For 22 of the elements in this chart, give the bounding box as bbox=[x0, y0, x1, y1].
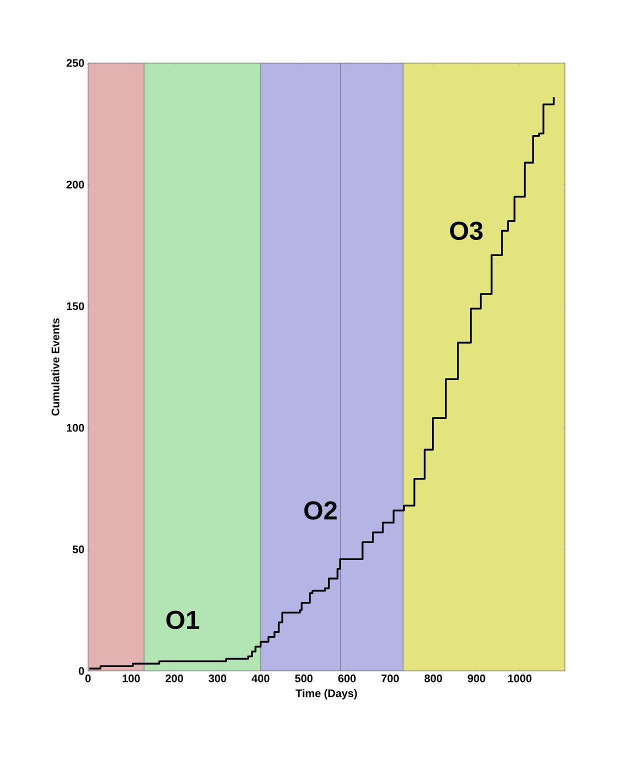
x-tick-label: 300 bbox=[208, 674, 226, 682]
x-axis-title: Time (Days) bbox=[296, 689, 357, 700]
x-tick-label: 700 bbox=[382, 674, 399, 682]
y-tick-label: 100 bbox=[66, 424, 84, 432]
band-label: O2 bbox=[304, 501, 337, 520]
y-tick-label: 250 bbox=[66, 59, 84, 67]
x-tick-label: 0 bbox=[85, 674, 91, 682]
x-tick-label: 900 bbox=[468, 674, 486, 682]
x-tick-label: 600 bbox=[338, 674, 356, 682]
x-tick-label: 400 bbox=[252, 674, 270, 682]
y-tick-label: 50 bbox=[72, 546, 84, 554]
band-label: O1 bbox=[166, 610, 200, 630]
x-tick-label: 500 bbox=[295, 674, 313, 682]
y-tick-label: 0 bbox=[78, 667, 84, 675]
x-tick-label: 100 bbox=[122, 674, 140, 682]
y-axis-title: Cumulative Events bbox=[51, 318, 60, 416]
x-tick-label: 1000 bbox=[508, 674, 532, 682]
band-label: O3 bbox=[450, 222, 483, 240]
x-tick-label: 800 bbox=[424, 674, 442, 682]
x-tick-label: 200 bbox=[166, 674, 184, 682]
y-tick-label: 200 bbox=[66, 180, 84, 188]
y-tick-label: 150 bbox=[66, 302, 84, 310]
